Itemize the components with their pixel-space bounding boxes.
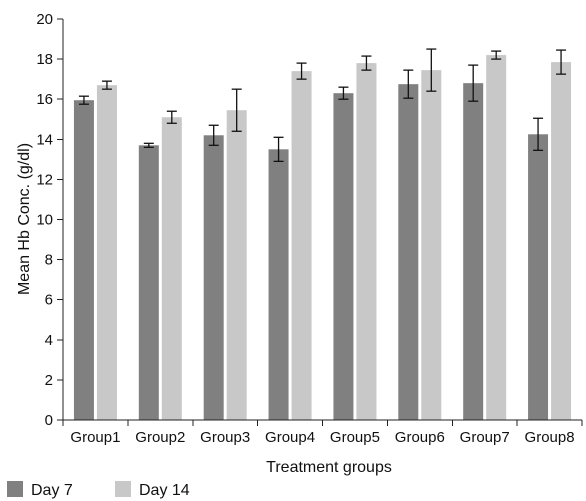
- axes: Group1 Group2 Group3 Group4 Group5 Group6 Grou…: [36, 11, 583, 446]
- legend: Day 7 Day 14: [7, 481, 190, 499]
- y-tick-label-0: 0: [45, 412, 53, 429]
- bar-day-14-group7: [486, 55, 507, 421]
- bar-day-14-group3: [226, 110, 247, 420]
- axis-labels: Mean Hb Conc. (g/dl) Treatment groups: [16, 143, 392, 476]
- bar-day-14-group5: [356, 63, 377, 421]
- x-axis-title: Treatment groups: [266, 459, 392, 476]
- x-tick-label-group5: Group5: [330, 429, 380, 446]
- x-tick-label-group1: Group1: [70, 429, 120, 446]
- bar-day-7-group6: [398, 84, 419, 420]
- bar-day-14-group2: [161, 117, 182, 420]
- plot-area: [73, 48, 572, 421]
- x-tick-label-group4: Group4: [265, 429, 315, 446]
- y-tick-label-12: 12: [36, 171, 53, 188]
- bar-day-7-group2: [138, 145, 159, 420]
- y-tick-label-10: 10: [36, 212, 53, 229]
- x-tick-label-group7: Group7: [460, 429, 510, 446]
- x-tick-label-group6: Group6: [395, 429, 445, 446]
- bar-day-14-group4: [291, 71, 312, 420]
- legend-label-day-7: Day 7: [31, 482, 73, 499]
- bar-day-7-group4: [268, 149, 289, 420]
- legend-swatch-day-14: [115, 481, 131, 497]
- y-tick-label-18: 18: [36, 51, 53, 68]
- y-tick-label-4: 4: [45, 332, 53, 349]
- y-tick-label-20: 20: [36, 11, 53, 28]
- bar-day-7-group5: [333, 93, 354, 420]
- bar-day-7-group7: [463, 83, 484, 420]
- y-tick-label-8: 8: [45, 252, 53, 269]
- bar-day-7-group3: [203, 135, 224, 421]
- y-axis-title: Mean Hb Conc. (g/dl): [16, 143, 33, 295]
- y-tick-label-16: 16: [36, 91, 53, 108]
- bar-day-14-group1: [96, 85, 117, 421]
- bar-day-7-group8: [528, 134, 549, 421]
- x-tick-label-group2: Group2: [135, 429, 185, 446]
- y-tick-label-14: 14: [36, 131, 53, 148]
- y-tick-label-6: 6: [45, 292, 53, 309]
- x-tick-label-group3: Group3: [200, 429, 250, 446]
- legend-swatch-day-7: [7, 481, 23, 497]
- legend-label-day-14: Day 14: [139, 482, 190, 499]
- bar-day-14-group8: [551, 62, 572, 421]
- bar-day-14-group6: [421, 70, 442, 420]
- x-tick-label-group8: Group8: [525, 429, 575, 446]
- bar-day-7-group1: [73, 100, 94, 420]
- y-tick-label-2: 2: [45, 372, 53, 389]
